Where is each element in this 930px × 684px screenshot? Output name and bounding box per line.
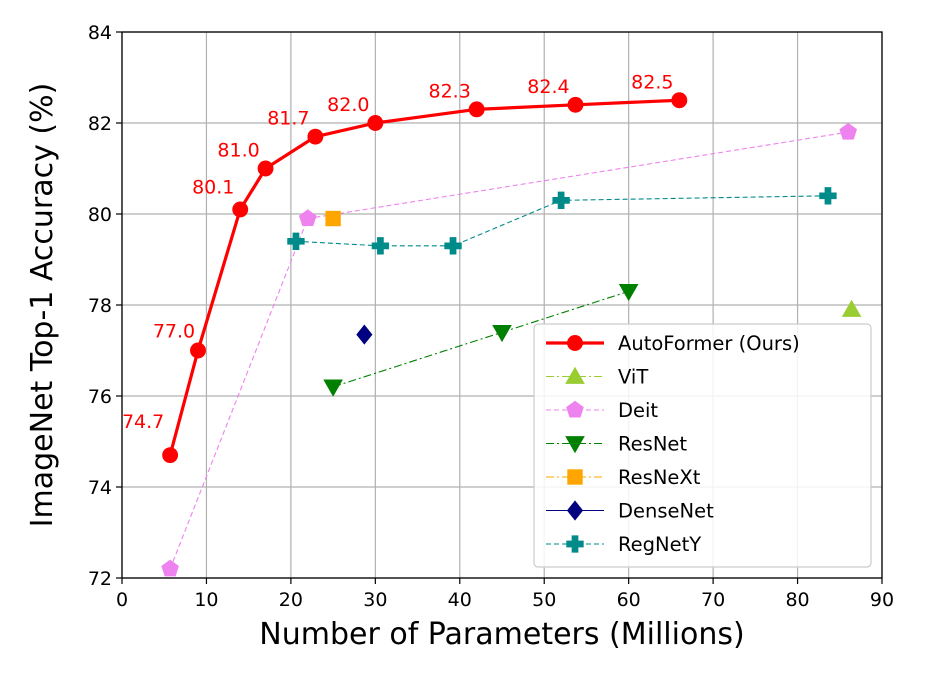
point-vit [841,299,862,317]
point-autoformer-ours [190,342,206,359]
legend-marker-vit [565,366,585,384]
legend-box [533,323,872,568]
point-autoformer-ours [232,201,249,218]
legend: AutoFormer (Ours) ViT Deit ResNet ResNeXt Den… [533,323,872,568]
point-resnet [323,379,343,397]
data-label: 74.7 [122,411,164,433]
x-tick-label: 30 [363,589,387,611]
point-deit [161,559,179,577]
x-tick-label: 20 [279,589,303,611]
point-autoformer-ours [307,128,324,145]
x-tick-label: 50 [532,589,556,611]
data-label: 82.3 [429,80,471,102]
point-autoformer-ours [257,160,274,177]
legend-marker-regnety [566,535,584,553]
legend-label-regnety: RegNetY [618,533,701,556]
legend-marker-resnet [565,436,585,454]
data-label: 81.0 [217,140,259,162]
legend-label-autoformer-ours: AutoFormer (Ours) [618,332,800,355]
data-label: 82.4 [527,76,569,98]
axis-ticks: 0 10 20 30 40 50 60 70 80 90 72 74 76 78 80 82 84 [88,22,894,611]
point-resnet [492,324,512,343]
x-tick-label: 70 [701,589,725,611]
legend-marker-autoformer-ours [567,335,583,351]
data-label: 82.5 [631,71,673,93]
legend-label-resnet: ResNet [618,433,687,456]
y-tick-label: 80 [88,204,112,226]
series-line-regnety [295,195,828,247]
point-autoformer-ours [468,101,485,118]
point-autoformer-ours [671,92,688,109]
data-label: 81.7 [267,108,309,130]
x-tick-label: 0 [116,589,128,611]
point-regnety [819,187,837,205]
series-markers [161,92,862,577]
point-regnety [371,237,390,255]
data-label: 77.0 [153,321,195,343]
x-tick-label: 10 [194,589,218,611]
legend-marker-densenet [566,500,584,521]
y-tick-label: 82 [88,113,112,135]
point-autoformer-ours [367,115,384,131]
point-deit [298,209,317,227]
legend-marker-resnext [567,469,583,485]
x-tick-label: 60 [617,589,641,611]
point-autoformer-ours [567,96,584,113]
point-regnety [552,191,570,210]
point-resnext [325,210,341,227]
legend-label-resnext: ResNeXt [618,466,701,489]
x-tick-label: 90 [870,589,894,611]
x-axis-title: Number of Parameters (Millions) [259,617,744,652]
y-tick-label: 84 [88,22,112,44]
point-resnet [618,284,639,302]
y-tick-label: 76 [88,386,112,408]
legend-label-vit: ViT [618,366,648,389]
y-tick-label: 78 [88,295,112,317]
data-label: 80.1 [192,176,234,198]
legend-label-deit: Deit [618,399,658,422]
point-deit [839,122,858,140]
y-tick-label: 72 [88,568,112,590]
point-densenet [356,324,373,345]
legend-label-densenet: DenseNet [618,500,714,523]
point-regnety [287,232,305,250]
x-tick-label: 40 [448,589,472,611]
data-label: 82.0 [327,94,369,116]
point-regnety [444,237,462,255]
x-tick-label: 80 [785,589,809,611]
data-labels: 74.7 77.0 80.1 81.0 81.7 82.0 82.3 82.4 82.5 [122,71,674,433]
y-axis-title: ImageNet Top-1 Accuracy (%) [25,83,60,528]
point-autoformer-ours [162,447,179,464]
y-tick-label: 74 [88,477,112,499]
legend-marker-deit [566,400,584,418]
